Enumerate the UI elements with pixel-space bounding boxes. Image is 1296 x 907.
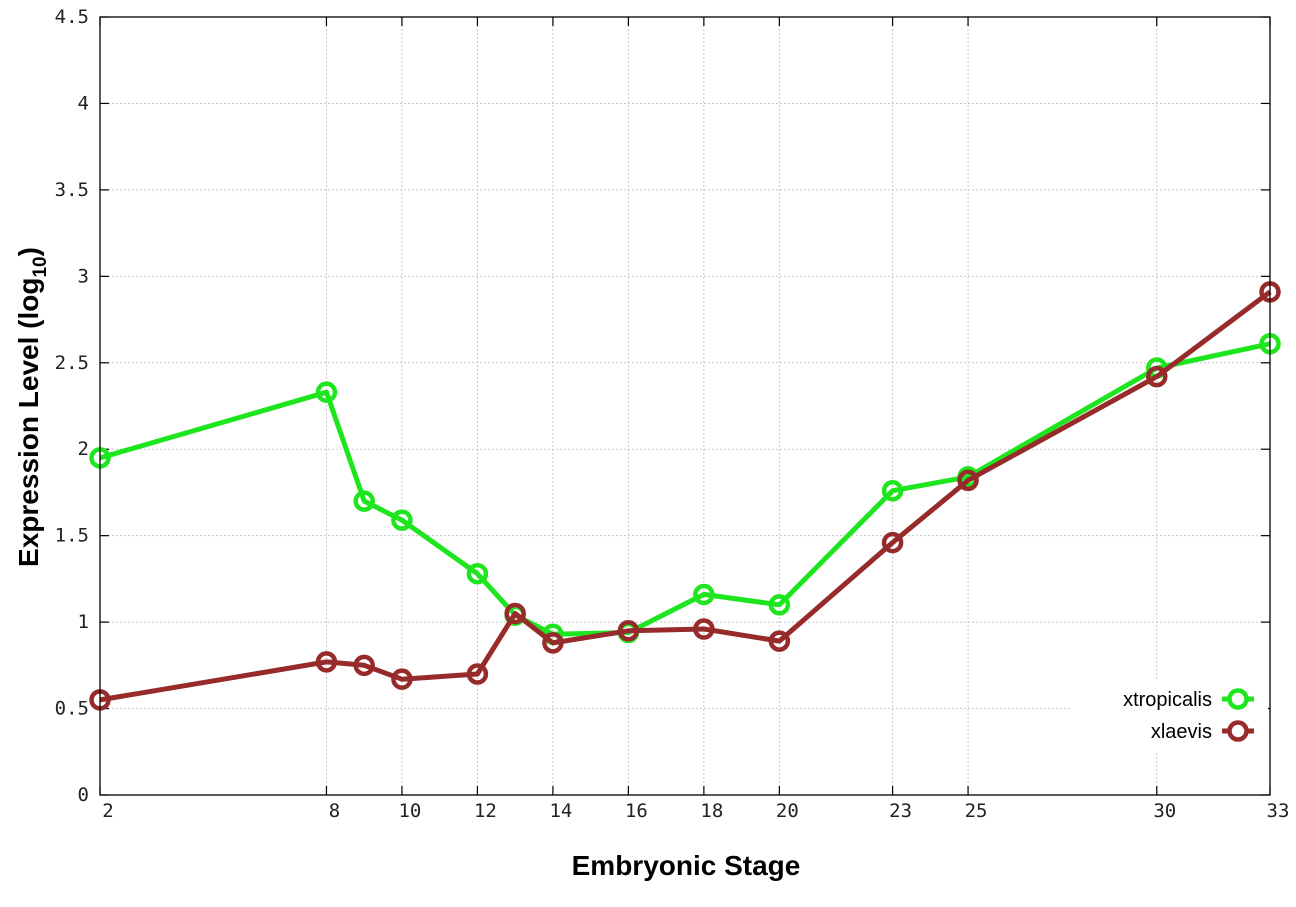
x-tick-label: 25: [965, 800, 988, 822]
x-tick-label: 16: [625, 800, 648, 822]
legend-marker-xlaevis: [1227, 720, 1249, 742]
data-point-xlaevis: [353, 654, 375, 677]
legend-marker-xtropicalis: [1227, 688, 1249, 710]
y-axis-title: Expression Level (log10): [13, 247, 51, 567]
x-tick-label: 20: [776, 800, 799, 822]
data-point-xtropicalis: [391, 509, 413, 531]
data-point-xlaevis: [315, 651, 338, 673]
y-tick-label: 0: [78, 784, 89, 806]
y-tick-label: 0.5: [55, 698, 89, 720]
data-point-xlaevis: [768, 630, 791, 652]
legend-label-xtropicalis: xtropicalis: [1123, 689, 1212, 711]
data-point-xlaevis: [693, 618, 715, 640]
data-point-xtropicalis: [693, 583, 715, 606]
plot-frame: [99, 16, 1271, 796]
legend: xtropicalis xlaevis: [1072, 681, 1268, 751]
data-point-xlaevis: [391, 668, 413, 690]
data-point-xlaevis: [957, 469, 979, 492]
data-point-xtropicalis: [466, 562, 489, 585]
data-point-xlaevis: [1146, 365, 1168, 388]
x-tick-label: 23: [889, 800, 912, 822]
data-point-xlaevis: [466, 663, 489, 685]
data-point-xlaevis: [881, 531, 904, 554]
x-tick-label: 18: [700, 800, 723, 822]
y-tick-label: 4: [78, 92, 89, 114]
data-point-xlaevis: [542, 632, 564, 654]
data-point-xtropicalis: [315, 381, 338, 403]
x-tick-label: 33: [1267, 800, 1290, 822]
x-tick-label: 30: [1153, 800, 1176, 822]
data-point-xlaevis: [617, 620, 640, 642]
data-point-xtropicalis: [768, 594, 791, 616]
x-tick-label: 10: [398, 800, 421, 822]
y-tick-label: 4.5: [55, 6, 89, 28]
y-tick-label: 1: [78, 611, 89, 633]
data-point-xtropicalis: [353, 490, 375, 512]
y-axis-title-subscript: 10: [30, 256, 51, 277]
y-tick-label: 3: [78, 265, 89, 287]
legend-label-xlaevis: xlaevis: [1151, 721, 1212, 743]
y-tick-label: 1.5: [55, 525, 89, 547]
x-tick-label: 12: [474, 800, 497, 822]
data-point-xlaevis: [504, 602, 526, 625]
data-point-xtropicalis: [881, 479, 904, 502]
y-tick-label: 2.5: [55, 352, 89, 374]
x-axis-title: Embryonic Stage: [572, 850, 801, 881]
x-tick-label: 14: [549, 800, 572, 822]
x-tick-label: 8: [329, 800, 340, 822]
y-tick-label: 3.5: [55, 179, 89, 201]
axis-ticks: 0 0.5 1 1.5 2 2.5 3 3.5 4 4.5 2 8 10 12 14 16 18 20 23 25 30…: [55, 6, 1290, 822]
y-axis-title-close: ): [13, 247, 44, 256]
x-tick-label: 2: [102, 800, 113, 822]
y-axis-title-main: Expression Level (log: [13, 278, 44, 567]
y-tick-label: 2: [78, 438, 89, 460]
